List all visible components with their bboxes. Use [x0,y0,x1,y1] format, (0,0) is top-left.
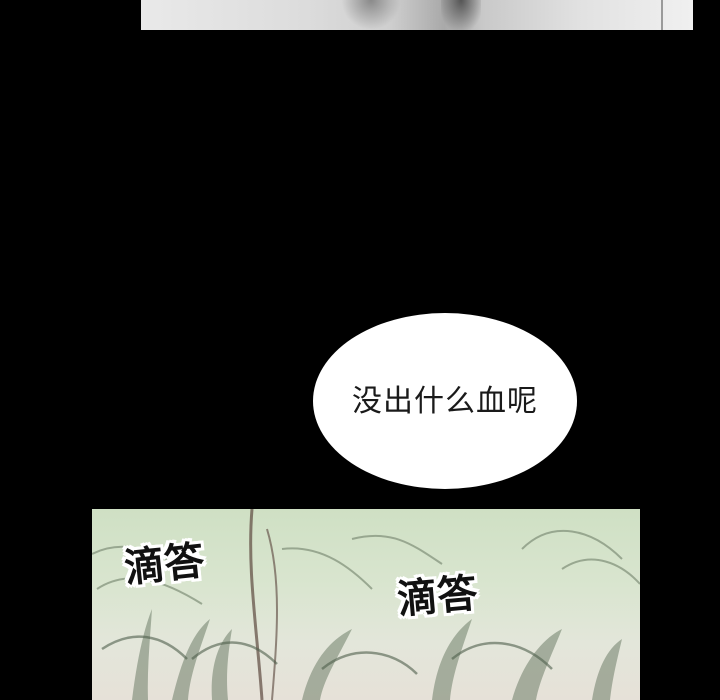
top-comic-panel [141,0,693,30]
panel-edge-line [661,0,663,30]
bottom-comic-panel: 滴答 滴答 [92,509,640,700]
dialogue-text: 没出什么血呢 [352,384,538,419]
sound-effect-text: 滴答 [395,570,480,624]
panel-shading [341,0,401,30]
sound-effect-text: 滴答 [122,537,207,593]
speech-bubble: 没出什么血呢 [313,313,577,489]
panel-shading [441,0,481,30]
grass-illustration [92,509,640,700]
